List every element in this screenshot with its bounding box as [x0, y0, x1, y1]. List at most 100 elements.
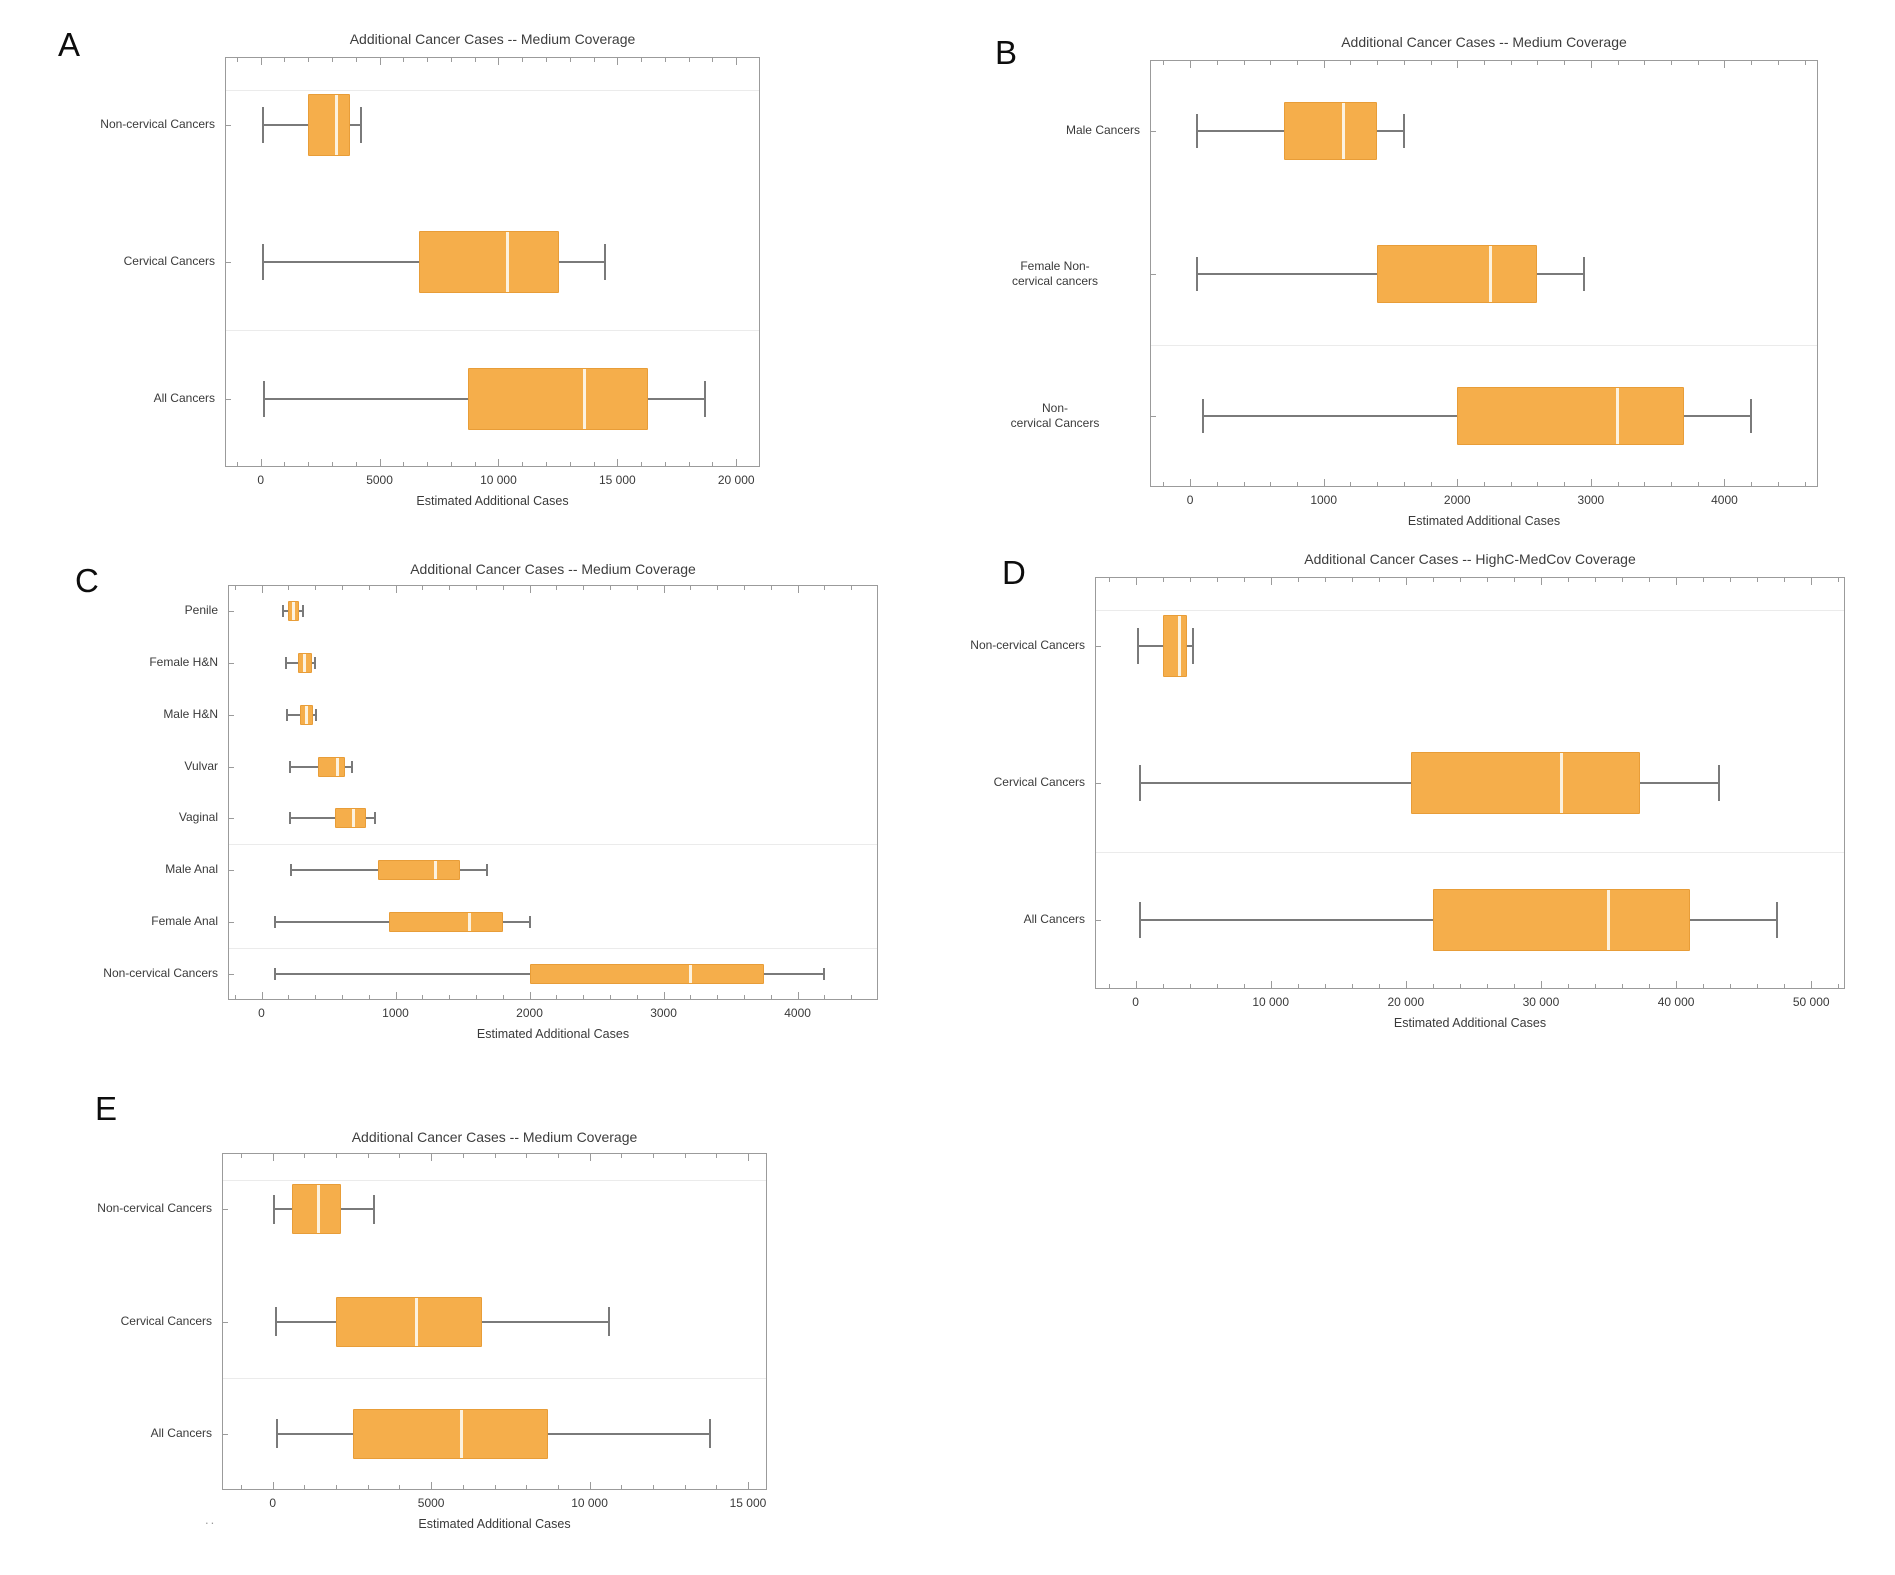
tick-mark — [502, 995, 504, 999]
tick-mark — [502, 586, 504, 590]
divider-line — [1096, 852, 1844, 853]
box — [1411, 752, 1640, 814]
tick-mark — [1510, 61, 1512, 65]
tick-mark — [422, 995, 424, 999]
category-label: Non-cervical Cancers — [97, 1201, 212, 1216]
x-axis-label: Estimated Additional Cases — [1407, 514, 1561, 528]
tick-mark — [747, 1154, 749, 1161]
tick-mark — [1510, 482, 1512, 486]
whisker-cap — [708, 1419, 711, 1449]
tick-mark — [636, 586, 638, 590]
x-tick-label: 0 — [1132, 995, 1139, 1009]
tick-mark — [1216, 61, 1218, 65]
whisker-cap — [1776, 902, 1779, 939]
chart-title: Additional Cancer Cases -- Medium Covera… — [351, 1129, 638, 1145]
tick-mark — [1351, 984, 1353, 988]
chart-title: Additional Cancer Cases -- HighC-MedCov … — [1304, 551, 1636, 567]
tick-mark — [315, 995, 317, 999]
tick-mark — [1644, 61, 1646, 65]
tick-mark — [1457, 61, 1459, 68]
tick-mark — [449, 586, 451, 590]
category-label: Penile — [184, 602, 218, 617]
x-axis-label: Estimated Additional Cases — [416, 494, 569, 508]
tick-mark — [229, 818, 234, 820]
tick-mark — [1617, 482, 1619, 486]
tick-mark — [1564, 61, 1566, 65]
box — [1432, 889, 1690, 952]
box — [418, 231, 560, 293]
tick-mark — [1096, 645, 1101, 647]
tick-mark — [797, 586, 799, 593]
tick-mark — [367, 1485, 369, 1489]
tick-mark — [641, 58, 643, 62]
tick-mark — [1351, 578, 1353, 582]
tick-mark — [1270, 482, 1272, 486]
median-line — [352, 809, 356, 828]
tick-mark — [1811, 981, 1813, 988]
tick-mark — [368, 586, 370, 590]
tick-mark — [1162, 578, 1164, 582]
tick-mark — [403, 58, 405, 62]
tick-mark — [1162, 984, 1164, 988]
panel-letter-B: B — [995, 34, 1018, 71]
tick-mark — [609, 586, 611, 590]
tick-mark — [1270, 578, 1272, 585]
x-tick-label: 50 000 — [1792, 995, 1830, 1009]
tick-mark — [1377, 482, 1379, 486]
category-label: Cervical Cancers — [120, 1313, 212, 1328]
whisker-cap — [1195, 114, 1198, 149]
tick-mark — [684, 1154, 686, 1158]
x-tick-label: 20 000 — [717, 473, 755, 487]
tick-mark — [824, 995, 826, 999]
category-label: Non-cervical Cancers — [103, 966, 218, 981]
tick-mark — [1323, 479, 1325, 486]
tick-mark — [1567, 578, 1569, 582]
box — [334, 808, 367, 829]
tick-mark — [288, 995, 290, 999]
tick-mark — [557, 1154, 559, 1158]
tick-mark — [1457, 479, 1459, 486]
tick-mark — [1484, 482, 1485, 486]
tick-mark — [663, 992, 665, 999]
tick-mark — [690, 586, 692, 590]
whisker-cap — [704, 380, 707, 417]
box — [291, 1184, 341, 1235]
panel-letter-C: C — [75, 562, 99, 599]
tick-mark — [1484, 61, 1485, 65]
tick-mark — [260, 58, 262, 65]
category-label: Vaginal — [178, 810, 218, 825]
divider-line — [229, 948, 877, 949]
tick-mark — [522, 58, 524, 62]
tick-mark — [236, 58, 238, 62]
whisker-cap — [1402, 114, 1405, 149]
tick-mark — [1595, 984, 1596, 988]
tick-mark — [1270, 981, 1272, 988]
tick-mark — [450, 462, 452, 466]
tick-mark — [688, 462, 690, 466]
tick-mark — [288, 586, 290, 590]
panel-letter-E: E — [95, 1090, 118, 1127]
tick-mark — [743, 586, 745, 590]
tick-mark — [736, 58, 738, 65]
tick-mark — [664, 462, 666, 466]
whisker-cap — [1583, 256, 1586, 291]
whisker-cap — [374, 812, 377, 825]
whisker-cap — [485, 864, 488, 877]
tick-mark — [526, 1154, 528, 1158]
tick-mark — [1513, 578, 1515, 582]
category-label: Non-cervical Cancers — [970, 637, 1085, 652]
tick-mark — [229, 766, 234, 768]
median-line — [688, 965, 692, 984]
tick-mark — [663, 586, 665, 593]
tick-mark — [431, 1154, 433, 1161]
tick-mark — [336, 1154, 338, 1158]
divider-line — [226, 90, 759, 91]
tick-mark — [223, 1209, 228, 1211]
box — [308, 94, 350, 157]
tick-mark — [1784, 578, 1786, 582]
whisker-cap — [373, 1194, 376, 1224]
tick-mark — [1459, 984, 1461, 988]
tick-mark — [229, 714, 234, 716]
divider-line — [1096, 610, 1844, 611]
